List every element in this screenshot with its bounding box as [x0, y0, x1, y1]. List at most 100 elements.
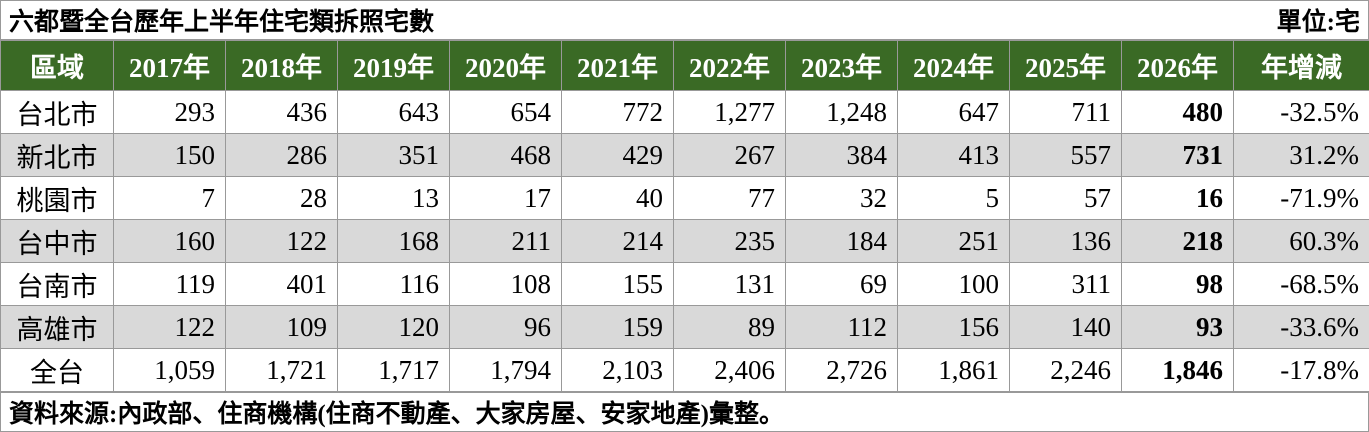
column-header: 2018年 — [226, 41, 338, 91]
value-cell: 112 — [786, 306, 898, 349]
value-cell: 1,717 — [338, 349, 450, 392]
column-header: 2017年 — [114, 41, 226, 91]
column-header: 2026年 — [1122, 41, 1234, 91]
column-header: 2024年 — [898, 41, 1010, 91]
value-cell: 468 — [450, 134, 562, 177]
value-cell: 286 — [226, 134, 338, 177]
value-cell: 131 — [674, 263, 786, 306]
value-cell: 711 — [1010, 91, 1122, 134]
value-cell: 98 — [1122, 263, 1234, 306]
value-cell: 159 — [562, 306, 674, 349]
value-cell: 155 — [562, 263, 674, 306]
value-cell: 1,794 — [450, 349, 562, 392]
column-header: 2023年 — [786, 41, 898, 91]
source-note: 資料來源:內政部、住商機構(住商不動產、大家房屋、安家地產)彙整。 — [9, 394, 784, 430]
value-cell: 1,721 — [226, 349, 338, 392]
value-cell: 218 — [1122, 220, 1234, 263]
value-cell: 557 — [1010, 134, 1122, 177]
value-cell: 28 — [226, 177, 338, 220]
value-cell: 168 — [338, 220, 450, 263]
value-cell: 108 — [450, 263, 562, 306]
value-cell: 2,103 — [562, 349, 674, 392]
value-cell: 32 — [786, 177, 898, 220]
value-cell: 647 — [898, 91, 1010, 134]
value-cell: 122 — [114, 306, 226, 349]
value-cell: 293 — [114, 91, 226, 134]
value-cell: 57 — [1010, 177, 1122, 220]
value-cell: 235 — [674, 220, 786, 263]
value-cell: 5 — [898, 177, 1010, 220]
value-cell: -71.9% — [1234, 177, 1369, 220]
value-cell: 1,861 — [898, 349, 1010, 392]
value-cell: 654 — [450, 91, 562, 134]
value-cell: -17.8% — [1234, 349, 1369, 392]
value-cell: 31.2% — [1234, 134, 1369, 177]
value-cell: 2,406 — [674, 349, 786, 392]
value-cell: 211 — [450, 220, 562, 263]
column-header: 2021年 — [562, 41, 674, 91]
region-cell: 桃園市 — [1, 177, 114, 220]
value-cell: 13 — [338, 177, 450, 220]
value-cell: 140 — [1010, 306, 1122, 349]
value-cell: 643 — [338, 91, 450, 134]
value-cell: 214 — [562, 220, 674, 263]
value-cell: 267 — [674, 134, 786, 177]
value-cell: 120 — [338, 306, 450, 349]
value-cell: 2,246 — [1010, 349, 1122, 392]
value-cell: 89 — [674, 306, 786, 349]
column-header: 2019年 — [338, 41, 450, 91]
value-cell: 1,846 — [1122, 349, 1234, 392]
column-header: 區域 — [1, 41, 114, 91]
region-cell: 高雄市 — [1, 306, 114, 349]
value-cell: 251 — [898, 220, 1010, 263]
region-cell: 全台 — [1, 349, 114, 392]
value-cell: 1,059 — [114, 349, 226, 392]
value-cell: 116 — [338, 263, 450, 306]
region-cell: 台北市 — [1, 91, 114, 134]
value-cell: 413 — [898, 134, 1010, 177]
column-header: 2022年 — [674, 41, 786, 91]
column-header: 2025年 — [1010, 41, 1122, 91]
value-cell: -32.5% — [1234, 91, 1369, 134]
value-cell: 77 — [674, 177, 786, 220]
value-cell: 96 — [450, 306, 562, 349]
value-cell: 384 — [786, 134, 898, 177]
value-cell: 480 — [1122, 91, 1234, 134]
value-cell: 429 — [562, 134, 674, 177]
value-cell: 109 — [226, 306, 338, 349]
value-cell: 93 — [1122, 306, 1234, 349]
value-cell: 40 — [562, 177, 674, 220]
value-cell: 731 — [1122, 134, 1234, 177]
value-cell: 150 — [114, 134, 226, 177]
value-cell: 311 — [1010, 263, 1122, 306]
column-header: 年增減 — [1234, 41, 1369, 91]
value-cell: 136 — [1010, 220, 1122, 263]
value-cell: 122 — [226, 220, 338, 263]
value-cell: 436 — [226, 91, 338, 134]
value-cell: 16 — [1122, 177, 1234, 220]
unit: 單位:宅 — [1277, 2, 1360, 38]
value-cell: 160 — [114, 220, 226, 263]
region-cell: 台南市 — [1, 263, 114, 306]
title-bar: 六都暨全台歷年上半年住宅類拆照宅數 單位:宅 — [0, 0, 1369, 40]
value-cell: 772 — [562, 91, 674, 134]
value-cell: 7 — [114, 177, 226, 220]
value-cell: 100 — [898, 263, 1010, 306]
footer: 資料來源:內政部、住商機構(住商不動產、大家房屋、安家地產)彙整。 — [0, 392, 1369, 432]
value-cell: -68.5% — [1234, 263, 1369, 306]
value-cell: 156 — [898, 306, 1010, 349]
value-cell: -33.6% — [1234, 306, 1369, 349]
value-cell: 401 — [226, 263, 338, 306]
value-cell: 69 — [786, 263, 898, 306]
title: 六都暨全台歷年上半年住宅類拆照宅數 — [9, 2, 434, 38]
value-cell: 119 — [114, 263, 226, 306]
value-cell: 60.3% — [1234, 220, 1369, 263]
